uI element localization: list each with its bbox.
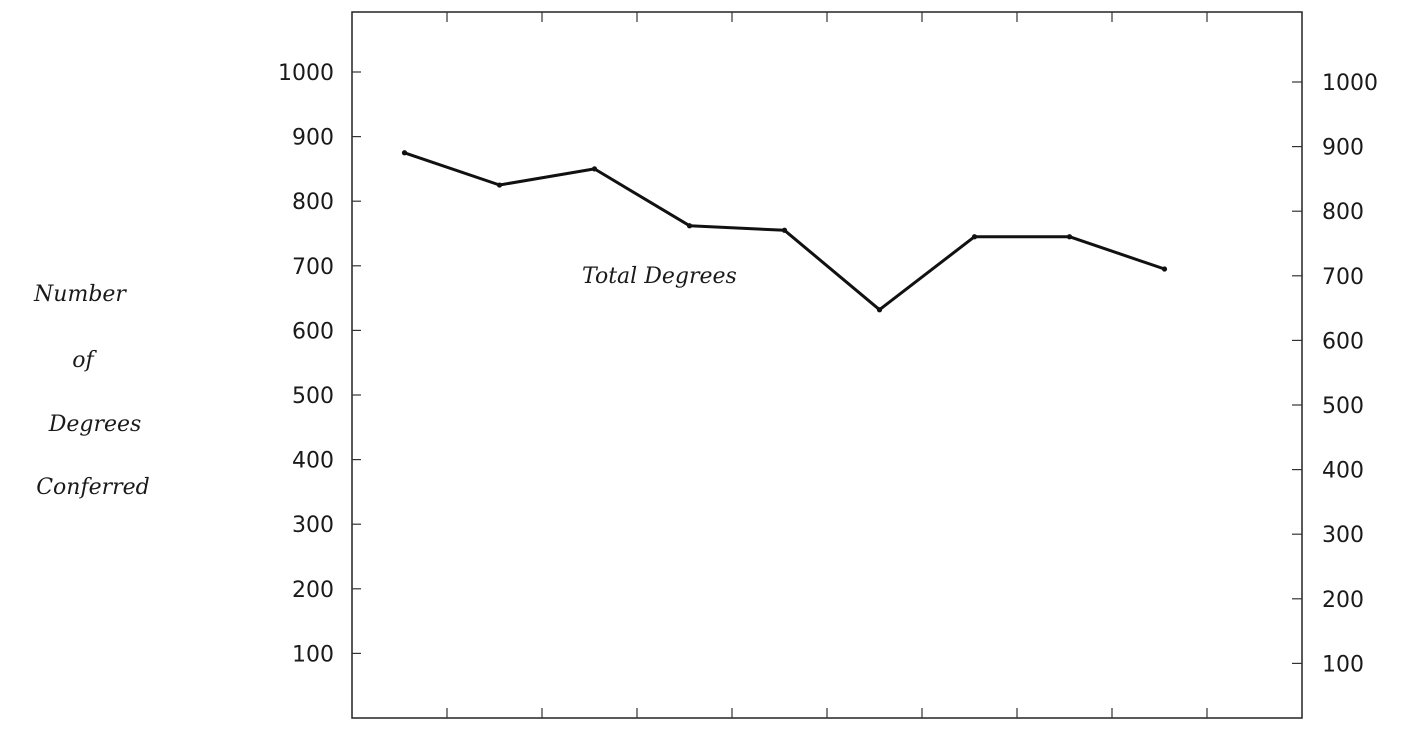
plot-frame: [352, 12, 1302, 718]
left-tick-label: 200: [292, 578, 334, 603]
left-tick-label: 900: [292, 126, 334, 151]
x-axis-ticks: [447, 12, 1207, 718]
right-tick-label: 1000: [1322, 71, 1378, 96]
right-tick-label: 400: [1322, 459, 1364, 484]
series-layer: [402, 150, 1167, 312]
data-point: [497, 182, 502, 187]
right-tick-label: 600: [1322, 329, 1364, 354]
data-point: [782, 228, 787, 233]
right-tick-label: 300: [1322, 523, 1364, 548]
data-point: [592, 166, 597, 171]
data-point: [877, 307, 882, 312]
right-tick-label: 900: [1322, 136, 1364, 161]
data-point: [402, 150, 407, 155]
data-point: [972, 234, 977, 239]
ylabel-line-4: Conferred: [36, 475, 150, 500]
ylabel-line-3: Degrees: [48, 412, 142, 437]
left-tick-label: 400: [292, 449, 334, 474]
right-tick-label: 700: [1322, 265, 1364, 290]
left-tick-label: 100: [292, 642, 334, 667]
right-axis-ticks: 1000 900 800 700 600 500 400 300 200 100: [1292, 71, 1378, 677]
left-tick-label: 300: [292, 513, 334, 538]
data-point: [687, 223, 692, 228]
left-axis-ticks: 1000 900 800 700 600 500 400 300 200 100: [278, 61, 361, 667]
left-tick-label: 600: [292, 319, 334, 344]
left-tick-label: 800: [292, 190, 334, 215]
ylabel-line-2: of: [72, 348, 97, 373]
left-tick-label: 500: [292, 384, 334, 409]
series-label-total-degrees: Total Degrees: [582, 264, 737, 289]
right-tick-label: 800: [1322, 200, 1364, 225]
left-tick-label: 1000: [278, 61, 334, 86]
ylabel-line-1: Number: [33, 282, 127, 307]
data-point: [1162, 266, 1167, 271]
right-tick-label: 200: [1322, 588, 1364, 613]
data-point: [1067, 234, 1072, 239]
left-tick-label: 700: [292, 255, 334, 280]
right-tick-label: 500: [1322, 394, 1364, 419]
right-tick-label: 100: [1322, 652, 1364, 677]
